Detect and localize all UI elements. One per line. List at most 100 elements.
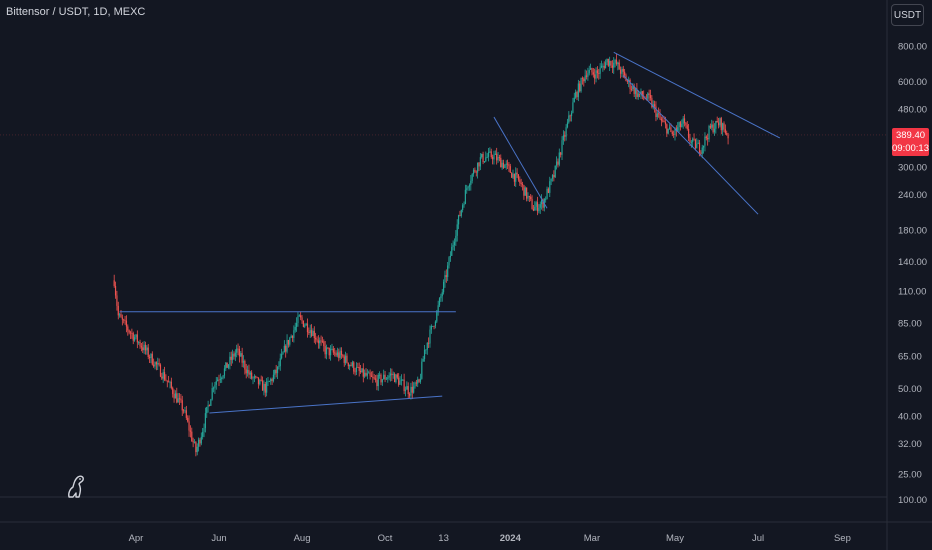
candle-body	[395, 374, 397, 383]
candle-body	[519, 179, 521, 183]
candle-body	[210, 399, 212, 406]
trendline-support[interactable]	[209, 395, 443, 414]
candle-body	[148, 357, 151, 358]
candle-body	[355, 366, 358, 372]
candle-body	[238, 348, 241, 357]
candle-body	[136, 334, 138, 343]
candle-body	[550, 178, 552, 182]
tradingview-logo-icon[interactable]	[66, 473, 88, 499]
candle-body	[270, 379, 272, 382]
candle-body	[723, 123, 725, 130]
candle-body	[312, 330, 314, 336]
candle-body	[354, 371, 356, 373]
candle-body	[501, 162, 503, 168]
candle-body	[242, 360, 245, 363]
candle-body	[217, 379, 219, 382]
candle-body	[606, 58, 608, 63]
candle-body	[639, 93, 641, 95]
y-tick-label: 50.00	[898, 384, 922, 395]
candle-body	[393, 374, 396, 383]
candle-body	[365, 372, 367, 376]
candle-body	[343, 356, 345, 363]
candle-body	[163, 372, 166, 380]
candle-body	[323, 341, 325, 347]
candle-body	[212, 387, 215, 389]
candle-body	[434, 321, 437, 327]
candle-body	[206, 406, 208, 414]
candle-body	[688, 128, 690, 138]
candle-body	[184, 410, 186, 412]
candle-body	[166, 380, 168, 382]
candle-body	[272, 374, 275, 382]
candle-body	[457, 215, 460, 225]
candle-body	[398, 377, 400, 385]
candle-body	[619, 69, 622, 74]
candle-body	[648, 93, 650, 96]
candle-body	[147, 347, 149, 358]
candle-body	[266, 381, 268, 393]
candle-body	[185, 410, 187, 418]
candle-body	[351, 362, 353, 366]
candle-body	[192, 441, 194, 443]
candle-body	[260, 379, 262, 381]
candle-body	[344, 355, 347, 363]
candle-body	[276, 366, 279, 374]
candle-body	[576, 91, 578, 98]
candle-body	[666, 124, 668, 134]
candle-body	[546, 188, 548, 199]
candle-body	[372, 376, 374, 378]
candle-body	[418, 379, 420, 382]
candle-body	[452, 245, 454, 247]
candle-body	[712, 124, 714, 133]
candle-body	[253, 376, 255, 378]
candle-body	[637, 93, 639, 97]
candle-body	[249, 372, 251, 375]
candle-body	[448, 257, 450, 266]
candle-body	[219, 379, 221, 380]
candle-body	[421, 361, 423, 379]
candle-body	[603, 65, 605, 69]
candle-body	[366, 373, 368, 376]
trendline-channel-upper[interactable]	[613, 51, 781, 139]
candle-body	[319, 340, 321, 344]
candle-body	[716, 121, 718, 123]
candle-body	[577, 83, 579, 98]
candle-body	[630, 88, 633, 90]
candle-body	[339, 350, 341, 358]
candle-body	[516, 172, 518, 175]
candle-body	[632, 86, 634, 90]
candle-body	[520, 182, 522, 185]
candle-body	[285, 345, 287, 352]
candle-body	[353, 362, 355, 372]
candle-body	[487, 152, 490, 157]
candle-body	[621, 68, 623, 74]
candle-body	[474, 169, 476, 172]
candle-body	[379, 374, 381, 376]
candle-body	[502, 162, 505, 168]
candle-body	[358, 366, 360, 371]
candle-body	[135, 334, 137, 338]
x-tick-label: Sep	[834, 533, 851, 544]
candle-body	[173, 394, 175, 399]
candle-body	[338, 352, 340, 358]
candle-body	[440, 296, 442, 299]
candle-body	[195, 442, 197, 453]
candle-body	[640, 91, 642, 95]
candle-body	[229, 356, 231, 365]
candle-body	[663, 121, 665, 122]
currency-button[interactable]: USDT	[891, 4, 924, 26]
trendline-channel-lower[interactable]	[622, 75, 759, 215]
candle-body	[392, 374, 394, 375]
y-tick-label: 180.00	[898, 226, 927, 237]
trendline-flag-1[interactable]	[493, 116, 548, 209]
candle-body	[232, 353, 234, 360]
candle-body	[211, 388, 213, 400]
candle-body	[295, 323, 298, 327]
x-tick-label: Jul	[752, 533, 764, 544]
candle-body	[500, 157, 502, 168]
candle-body	[278, 366, 280, 368]
candle-body	[569, 115, 571, 117]
candle-body	[321, 340, 324, 342]
candle-body	[607, 58, 609, 66]
